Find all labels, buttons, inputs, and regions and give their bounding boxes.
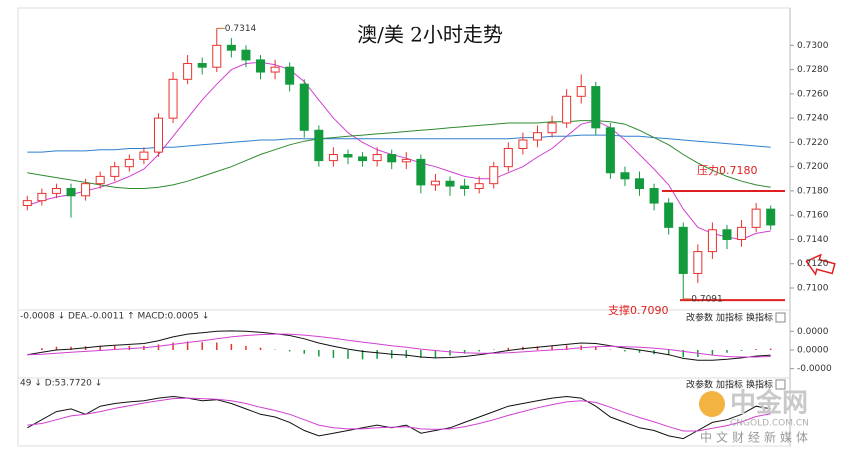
line [27, 61, 771, 241]
close-button [775, 312, 786, 323]
y-tick-label: 0.7240 [797, 114, 829, 124]
candle-body [22, 200, 32, 207]
frame [17, 7, 791, 447]
candle-body [153, 117, 163, 153]
y-tick-label: 0.7160 [797, 211, 829, 221]
candle-body [328, 154, 338, 162]
candle-body [343, 154, 353, 158]
candle-body [226, 44, 236, 51]
arrow-icon [805, 253, 836, 276]
watermark-slogan: 中文财经新媒体 [700, 430, 812, 445]
button: 改参数 [686, 379, 713, 391]
candle-body [489, 166, 499, 185]
button: 改参数 [686, 312, 713, 324]
y-tick-label: -0.0000 [797, 364, 832, 374]
candle-body [678, 226, 688, 274]
candle-body [635, 178, 645, 190]
candle-body [241, 49, 251, 61]
y-tick-label: 0.0000 [797, 346, 829, 356]
candle-body [256, 59, 266, 73]
chart-title: 澳/美 2小时走势 [357, 23, 503, 47]
candle-body [766, 208, 776, 226]
candle-body [547, 122, 557, 134]
level-label: 支撑0.7090 [608, 303, 669, 317]
candle-body [416, 158, 426, 186]
extreme-label: 0.7314 [225, 24, 257, 34]
button: 换指标 [746, 312, 773, 324]
candle-body [474, 183, 484, 190]
y-tick-label: 0.7140 [797, 235, 829, 245]
candle-body [81, 183, 91, 197]
candle-body [751, 208, 761, 228]
y-tick-label: 0.7220 [797, 138, 829, 148]
y-tick-label: 0.7180 [797, 186, 829, 196]
button: 加指标 [716, 379, 743, 391]
y-tick-label: 0.7100 [797, 284, 829, 294]
candle-body [110, 166, 120, 177]
y-tick-label: 0.7260 [797, 89, 829, 99]
candle-body [139, 151, 149, 160]
candle-body [737, 226, 747, 240]
indicator-header: 49 ↓ D:53.7720 ↓ [20, 379, 102, 389]
candle-body [51, 188, 61, 194]
watermark-brand: 中金网 [730, 388, 808, 419]
candle-body [605, 127, 615, 174]
extreme-label: 0.7091 [691, 294, 723, 304]
level-label: 压力0.7180 [697, 164, 758, 177]
close-button [775, 379, 786, 390]
candle-body [707, 229, 717, 253]
y-tick-label: 0.7280 [797, 65, 829, 75]
candle-body [358, 156, 368, 162]
candle-body [299, 83, 309, 131]
candle-body [503, 147, 513, 168]
candle-body [649, 188, 659, 204]
indicator-header: -0.0008 ↓ DEA.-0.0011 ↑ MACD:0.0005 ↓ [20, 312, 209, 322]
candle-body [37, 192, 47, 202]
candle-body [401, 158, 411, 163]
candle-body [620, 172, 630, 180]
logo [699, 391, 725, 417]
candle-body [460, 185, 470, 190]
candle-body [518, 139, 528, 149]
candle-body [532, 132, 542, 141]
candle-body [197, 63, 207, 68]
line [27, 397, 771, 432]
line [27, 134, 771, 153]
candle-body [95, 175, 105, 185]
candle-body [66, 188, 76, 197]
y-tick-label: 0.0000 [797, 327, 829, 337]
line [27, 395, 771, 440]
candle-body [387, 154, 397, 163]
candle-body [562, 95, 572, 124]
y-tick-label: 0.7200 [797, 162, 829, 172]
watermark-site: CNGOLD.COM.CN [730, 419, 809, 429]
y-tick-label: 0.7120 [797, 259, 829, 269]
y-tick-label: 0.7300 [797, 41, 829, 51]
line [27, 333, 771, 358]
candle-body [591, 86, 601, 129]
candle-body [183, 63, 193, 80]
candle-body [576, 86, 586, 97]
candle-body [314, 129, 324, 162]
candle-body [270, 66, 280, 73]
button: 换指标 [746, 379, 773, 391]
candle-body [285, 66, 295, 85]
candle-body [430, 180, 440, 186]
candle-body [124, 158, 134, 168]
watermark: 中金网 CNGOLD.COM.CN 中文财经新媒体 [699, 388, 812, 445]
line [27, 330, 771, 361]
candle-body [693, 251, 703, 274]
candle-body [372, 154, 382, 162]
candle-body [212, 44, 222, 68]
candle-body [722, 229, 732, 240]
candle-body [168, 78, 178, 119]
candle-body [445, 180, 455, 187]
button: 加指标 [716, 312, 743, 324]
candle-body [664, 202, 674, 228]
line [27, 120, 771, 189]
